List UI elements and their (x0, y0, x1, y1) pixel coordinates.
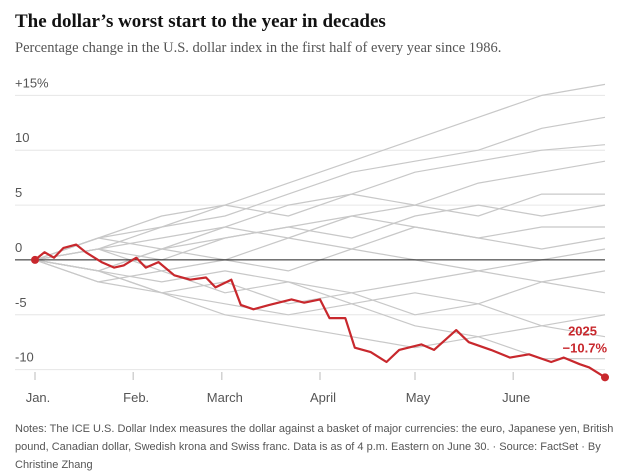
chart-subtitle: Percentage change in the U.S. dollar ind… (15, 40, 501, 56)
value-label: −10.7% (563, 340, 608, 355)
y-tick-label: 5 (15, 185, 22, 200)
line (34, 259, 605, 360)
y-tick-label: 0 (15, 240, 22, 255)
x-tick-label: June (502, 390, 530, 405)
chart: The dollar’s worst start to the year in … (15, 11, 609, 405)
y-tick-label: 10 (15, 130, 29, 145)
y-tick-label: +15% (15, 75, 49, 90)
x-tick-label: April (310, 390, 336, 405)
end-dot (601, 373, 609, 382)
x-tick-label: March (207, 390, 243, 405)
line (34, 204, 606, 261)
x-tick-label: Feb. (123, 390, 149, 405)
y-tick-label: -10 (15, 350, 34, 365)
x-tick-label: May (406, 390, 431, 405)
line (34, 259, 606, 294)
y-tick-label: -5 (15, 295, 27, 310)
start-dot (31, 255, 39, 264)
line (34, 215, 605, 261)
notes: Notes: The ICE U.S. Dollar Index measure… (15, 423, 614, 471)
line (34, 243, 606, 379)
line (34, 259, 606, 305)
line (34, 259, 606, 338)
x-tick-label: Jan. (26, 390, 51, 405)
line (34, 116, 606, 261)
chart-title: The dollar’s worst start to the year in … (15, 11, 386, 32)
line (34, 83, 606, 261)
series-label: 2025 (568, 323, 597, 338)
line (34, 144, 606, 261)
